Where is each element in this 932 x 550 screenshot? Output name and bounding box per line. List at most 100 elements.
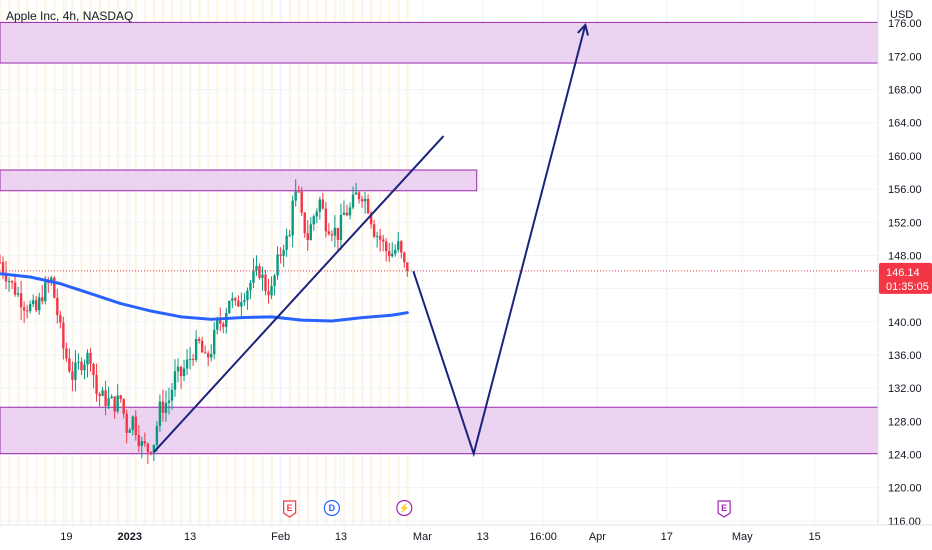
session-band — [324, 0, 328, 525]
last-price-tag: 146.14 01:35:05 — [879, 262, 932, 294]
candle-body — [243, 300, 246, 303]
resistance-zone-middle — [0, 169, 478, 192]
candle-body — [119, 395, 122, 400]
candle-body — [276, 254, 279, 276]
earnings-icon[interactable] — [283, 500, 297, 518]
candle-body — [345, 212, 349, 216]
candle-body — [131, 416, 134, 431]
session-band — [17, 0, 20, 525]
event-marker[interactable]: D — [323, 499, 340, 517]
candle-body — [309, 224, 312, 240]
candle-body — [179, 366, 183, 376]
time-axis-ticks: 19 2023 13 Feb 13 Mar 13 16:00 Apr 17 May 15 — [60, 531, 821, 543]
candle-body — [384, 241, 388, 252]
candle-body — [285, 235, 288, 250]
trendlines[interactable] — [153, 22, 589, 458]
candle-body — [164, 402, 168, 413]
candle-body — [170, 389, 174, 401]
candle-body — [342, 212, 346, 215]
session-band — [342, 0, 346, 525]
session-band — [243, 0, 246, 525]
candle-body — [101, 390, 104, 396]
last-price-tag-background — [879, 262, 932, 294]
price-tick-label: 128.00 — [888, 416, 922, 428]
candle-body — [406, 262, 409, 271]
candle-body — [288, 235, 291, 237]
session-band — [198, 0, 201, 525]
candle-body — [47, 282, 50, 284]
candle-body — [41, 297, 44, 302]
session-band — [80, 0, 83, 525]
candle-body — [152, 444, 156, 453]
candle-body — [182, 368, 186, 376]
session-band — [234, 0, 237, 525]
candle-body — [38, 297, 41, 311]
candle-body — [128, 430, 131, 433]
session-band — [379, 0, 382, 525]
event-label: E — [721, 503, 727, 513]
time-tick-label: 13 — [477, 531, 489, 543]
session-band — [261, 0, 264, 525]
candle-body — [161, 401, 165, 413]
candle-body — [234, 298, 237, 301]
candle-body — [336, 227, 340, 240]
session-band — [388, 0, 391, 525]
time-tick-label: 13 — [184, 531, 196, 543]
earnings-icon[interactable] — [717, 500, 731, 518]
candle-body — [357, 192, 361, 200]
candle-body — [95, 375, 98, 394]
candle-body — [264, 274, 267, 292]
candle-body — [306, 233, 309, 240]
candle-body — [228, 300, 231, 314]
split-icon[interactable] — [396, 499, 413, 517]
candle-body — [104, 390, 107, 407]
session-band — [361, 0, 364, 525]
candle-body — [53, 277, 56, 298]
candle-body — [13, 282, 17, 295]
candle-body — [261, 274, 264, 278]
session-band — [89, 0, 92, 525]
candle-body — [158, 401, 162, 427]
event-marker[interactable]: E — [283, 500, 297, 518]
session-band — [270, 0, 273, 525]
candle-body — [107, 398, 110, 407]
session-band — [288, 0, 292, 525]
price-tick-label: 168.00 — [888, 85, 922, 97]
time-axis-background[interactable] — [0, 525, 932, 550]
session-band — [125, 0, 129, 525]
candle-body — [267, 291, 270, 296]
time-tick-label: 15 — [809, 531, 821, 543]
candle-body — [65, 348, 68, 359]
projected-path[interactable] — [412, 24, 587, 458]
dividend-icon[interactable] — [323, 499, 340, 517]
candle-body — [231, 298, 234, 301]
time-tick-label: Feb — [271, 531, 290, 543]
candle-body — [116, 395, 119, 412]
event-marker[interactable]: ⚡ — [396, 499, 413, 517]
candle-body — [330, 234, 334, 236]
candle-body — [369, 213, 373, 225]
candle-body — [167, 400, 171, 403]
candle-body — [113, 396, 116, 412]
session-band — [207, 0, 210, 525]
event-markers[interactable]: E D ⚡ E — [283, 499, 731, 518]
rising-trendline[interactable] — [153, 135, 445, 453]
candle-body — [31, 300, 35, 305]
candle-body — [77, 361, 80, 363]
candle-body — [315, 211, 319, 217]
session-band — [53, 0, 56, 525]
time-tick-label: 13 — [335, 531, 347, 543]
session-band — [170, 0, 174, 525]
price-tick-label: 164.00 — [888, 118, 922, 130]
session-band — [62, 0, 65, 525]
price-axis-background[interactable] — [878, 0, 932, 525]
session-band — [333, 0, 337, 525]
candle-body — [35, 300, 38, 311]
session-band — [225, 0, 228, 525]
event-marker[interactable]: E — [717, 500, 731, 518]
candle-body — [137, 435, 140, 447]
candle-body — [176, 366, 180, 372]
candle-body — [80, 361, 83, 371]
price-tick-label: 160.00 — [888, 151, 922, 163]
